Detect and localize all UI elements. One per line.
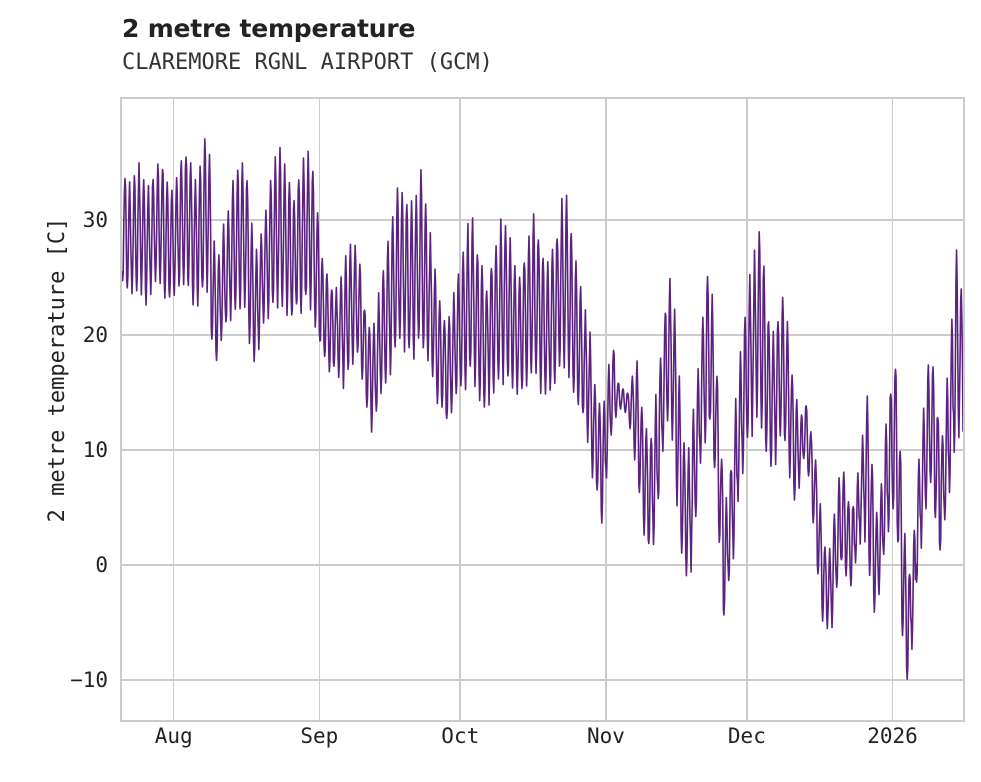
y-tick-label: 30 — [82, 207, 108, 232]
gridline-horizontal — [122, 218, 963, 221]
plot-inner — [122, 99, 963, 720]
temperature-series — [122, 138, 963, 681]
x-tick-label: Dec — [727, 724, 766, 748]
gridline-horizontal — [122, 448, 963, 451]
series-line — [122, 138, 963, 681]
y-tick-label: 20 — [82, 322, 108, 347]
x-tick-label: Sep — [300, 724, 339, 748]
gridline-horizontal — [122, 563, 963, 566]
gridline-horizontal — [122, 678, 963, 681]
gridline-vertical — [891, 99, 894, 720]
x-tick-label: Oct — [441, 724, 480, 748]
chart-title: 2 metre temperature — [122, 14, 416, 43]
gridline-vertical — [318, 99, 321, 720]
x-tick-label: Aug — [154, 724, 193, 748]
plot-area — [120, 97, 965, 722]
y-tick-label: 10 — [82, 437, 108, 462]
x-tick-label: Nov — [586, 724, 625, 748]
x-tick-label: 2026 — [867, 724, 918, 748]
chart-subtitle: CLAREMORE RGNL AIRPORT (GCM) — [122, 50, 493, 75]
y-axis-label: 2 metre temperature [C] — [45, 217, 70, 523]
gridline-vertical — [459, 99, 462, 720]
y-tick-label: 0 — [95, 552, 108, 577]
gridline-vertical — [605, 99, 607, 720]
gridline-vertical — [172, 99, 175, 720]
